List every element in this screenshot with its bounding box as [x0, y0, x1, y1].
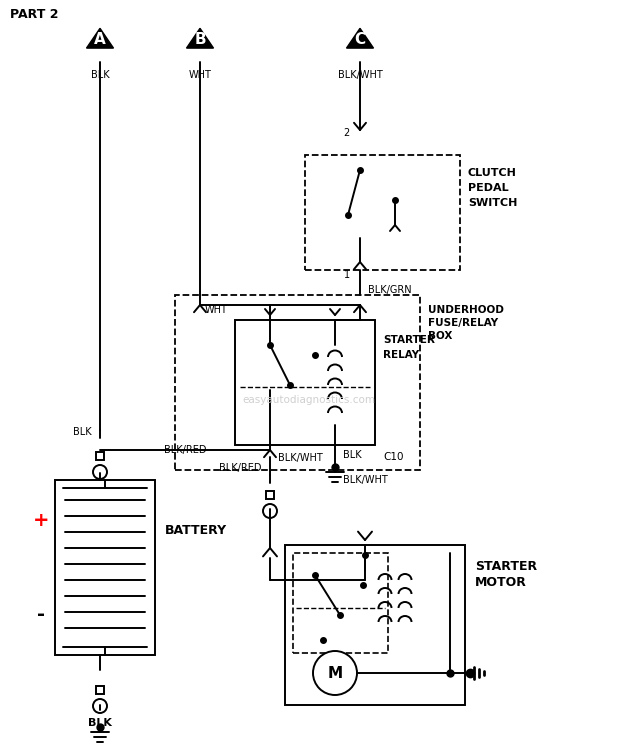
Text: A: A — [94, 32, 106, 47]
Text: BLK: BLK — [343, 450, 362, 460]
Text: CLUTCH: CLUTCH — [468, 168, 517, 178]
Bar — [305, 155, 460, 270]
Text: PART 2: PART 2 — [10, 8, 59, 22]
Text: B: B — [194, 32, 206, 47]
Bar — [96, 452, 104, 460]
Text: BLK: BLK — [88, 718, 112, 728]
Bar — [293, 553, 388, 653]
Text: C: C — [355, 32, 366, 47]
Text: BLK/WHT: BLK/WHT — [278, 453, 323, 463]
Text: C10: C10 — [383, 452, 404, 462]
Text: BLK/GRN: BLK/GRN — [368, 285, 412, 295]
Bar — [55, 480, 155, 655]
Text: +: + — [33, 511, 49, 530]
Text: BLK/WHT: BLK/WHT — [343, 475, 387, 485]
Text: 2: 2 — [344, 128, 350, 138]
Text: SWITCH: SWITCH — [468, 198, 517, 208]
Bar — [96, 686, 104, 694]
Circle shape — [93, 699, 107, 713]
Circle shape — [93, 465, 107, 479]
Text: -: - — [37, 605, 45, 625]
Bar — [235, 320, 375, 445]
Polygon shape — [187, 28, 213, 48]
Circle shape — [263, 504, 277, 518]
Text: BATTERY: BATTERY — [165, 524, 227, 536]
Circle shape — [313, 651, 357, 695]
Text: 1: 1 — [344, 270, 350, 280]
Text: MOTOR: MOTOR — [475, 577, 527, 590]
Text: UNDERHOOD: UNDERHOOD — [428, 305, 504, 315]
Text: BOX: BOX — [428, 331, 452, 341]
Text: FUSE/RELAY: FUSE/RELAY — [428, 318, 498, 328]
Polygon shape — [87, 28, 114, 48]
Polygon shape — [347, 28, 373, 48]
Text: BLK/RED: BLK/RED — [164, 445, 206, 455]
Text: STARTER: STARTER — [383, 335, 435, 345]
Text: BLK: BLK — [74, 427, 92, 437]
Text: easyautodiagnostics.com: easyautodiagnostics.com — [242, 395, 376, 405]
Text: PEDAL: PEDAL — [468, 183, 509, 193]
Text: RELAY: RELAY — [383, 350, 419, 360]
Bar — [175, 295, 420, 470]
Text: WHT: WHT — [188, 70, 211, 80]
Text: BLK/WHT: BLK/WHT — [337, 70, 383, 80]
Bar — [266, 491, 274, 499]
Bar — [285, 545, 465, 705]
Text: BLK/RED: BLK/RED — [219, 463, 262, 473]
Text: WHT: WHT — [205, 305, 228, 315]
Text: BLK: BLK — [91, 70, 109, 80]
Text: M: M — [328, 665, 342, 680]
Text: STARTER: STARTER — [475, 560, 537, 574]
